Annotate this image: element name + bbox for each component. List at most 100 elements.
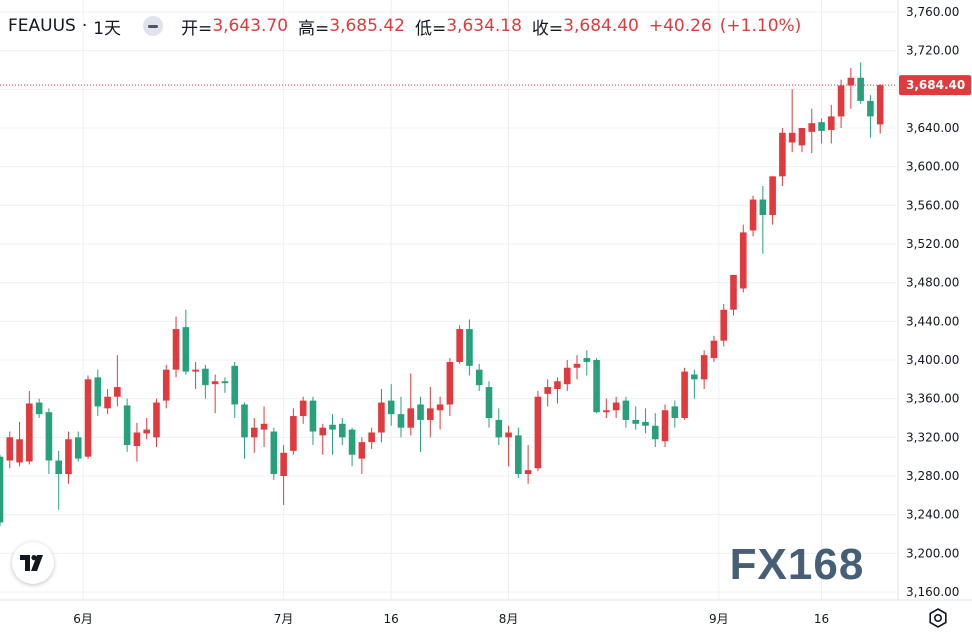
- candle: [847, 68, 855, 109]
- candle: [319, 423, 327, 455]
- candle: [466, 319, 473, 376]
- candle-body: [759, 199, 767, 215]
- candle-body: [788, 132, 796, 143]
- candle: [94, 369, 102, 417]
- candle-body: [182, 327, 190, 372]
- candle: [6, 431, 14, 469]
- candle: [593, 358, 600, 414]
- candle: [260, 406, 268, 447]
- open-value: 3,643.70: [212, 16, 289, 36]
- candle-body: [26, 403, 33, 462]
- candle: [192, 361, 199, 389]
- y-tick-label: 3,560.00: [906, 198, 959, 212]
- candle-body: [466, 329, 473, 366]
- candle: [182, 309, 190, 375]
- collapse-legend-button[interactable]: [143, 16, 164, 36]
- candle-body: [554, 381, 561, 389]
- candle: [387, 384, 395, 426]
- change-value: +40.26: [648, 16, 712, 36]
- candle-body: [818, 122, 825, 131]
- candle-body: [573, 363, 581, 368]
- settings-gear-icon[interactable]: [927, 607, 949, 629]
- y-tick-label: 3,360.00: [906, 392, 959, 406]
- y-tick-label: 3,520.00: [906, 237, 959, 251]
- candle: [436, 396, 444, 430]
- candle-body: [603, 410, 610, 413]
- candle: [739, 224, 747, 293]
- candle-body: [710, 340, 718, 359]
- candle-body: [143, 429, 150, 434]
- y-tick-label: 3,320.00: [906, 430, 959, 444]
- candle-body: [35, 402, 43, 415]
- last-price-marker: 3,684.40: [0, 75, 971, 96]
- candle: [779, 128, 786, 186]
- candle-body: [622, 400, 630, 420]
- candle: [671, 400, 679, 428]
- candle: [583, 350, 591, 376]
- open-label: 开=: [181, 18, 213, 39]
- candle-body: [0, 456, 4, 523]
- candle: [691, 369, 698, 399]
- candle-body: [583, 358, 591, 362]
- x-tick-label: 7月: [274, 612, 294, 626]
- time-axis[interactable]: 6月 7月 16 8月 9月 16: [0, 599, 972, 635]
- candle: [35, 398, 43, 418]
- candle-body: [632, 419, 639, 424]
- candle-body: [162, 369, 170, 401]
- tradingview-logo[interactable]: [12, 542, 54, 584]
- candle: [358, 437, 366, 475]
- candle: [876, 84, 884, 134]
- candle: [241, 402, 248, 459]
- candle-body: [681, 371, 688, 418]
- candle-body: [524, 470, 532, 475]
- candle: [417, 396, 424, 452]
- candle: [290, 408, 297, 455]
- candle-body: [671, 406, 679, 418]
- symbol-name[interactable]: FEAUUS: [8, 16, 76, 36]
- candle-body: [290, 416, 297, 451]
- candle-body: [299, 400, 307, 417]
- candle-body: [544, 387, 551, 394]
- y-tick-label: 3,720.00: [906, 44, 959, 58]
- x-tick-label: 6月: [73, 612, 93, 626]
- candle: [143, 418, 150, 440]
- candle: [573, 355, 581, 380]
- candle: [603, 398, 610, 418]
- candle-body: [612, 402, 620, 411]
- candle: [769, 176, 776, 225]
- price-axis[interactable]: 3,760.003,720.003,680.003,640.003,600.00…: [897, 0, 972, 600]
- candle-body: [319, 427, 327, 436]
- candle-body: [358, 442, 366, 459]
- candle: [651, 413, 659, 447]
- candle-body: [720, 309, 728, 341]
- candle: [104, 389, 111, 415]
- candle-body: [6, 437, 14, 461]
- candle-body: [339, 423, 346, 438]
- candle-body: [172, 329, 180, 370]
- candle: [231, 361, 239, 418]
- candle-body: [231, 365, 239, 405]
- candle-body: [94, 377, 102, 407]
- candle-body: [241, 404, 248, 438]
- candle: [123, 398, 131, 452]
- candle: [407, 373, 415, 436]
- candle: [730, 274, 737, 316]
- candle-body: [505, 432, 512, 438]
- candle: [867, 95, 874, 138]
- candle-body: [427, 408, 434, 420]
- candle: [798, 128, 806, 153]
- interval-label[interactable]: 1天: [93, 18, 122, 39]
- candle-body: [260, 423, 268, 430]
- candle-body: [104, 396, 111, 409]
- last-price-badge: [899, 75, 971, 96]
- candle-body: [837, 85, 845, 117]
- y-tick-label: 3,160.00: [906, 585, 959, 599]
- candle: [16, 421, 23, 467]
- candle: [172, 316, 180, 378]
- legend-separator: ·: [81, 16, 88, 36]
- candle-body: [153, 402, 160, 438]
- candle-body: [65, 439, 72, 475]
- candle: [788, 89, 796, 153]
